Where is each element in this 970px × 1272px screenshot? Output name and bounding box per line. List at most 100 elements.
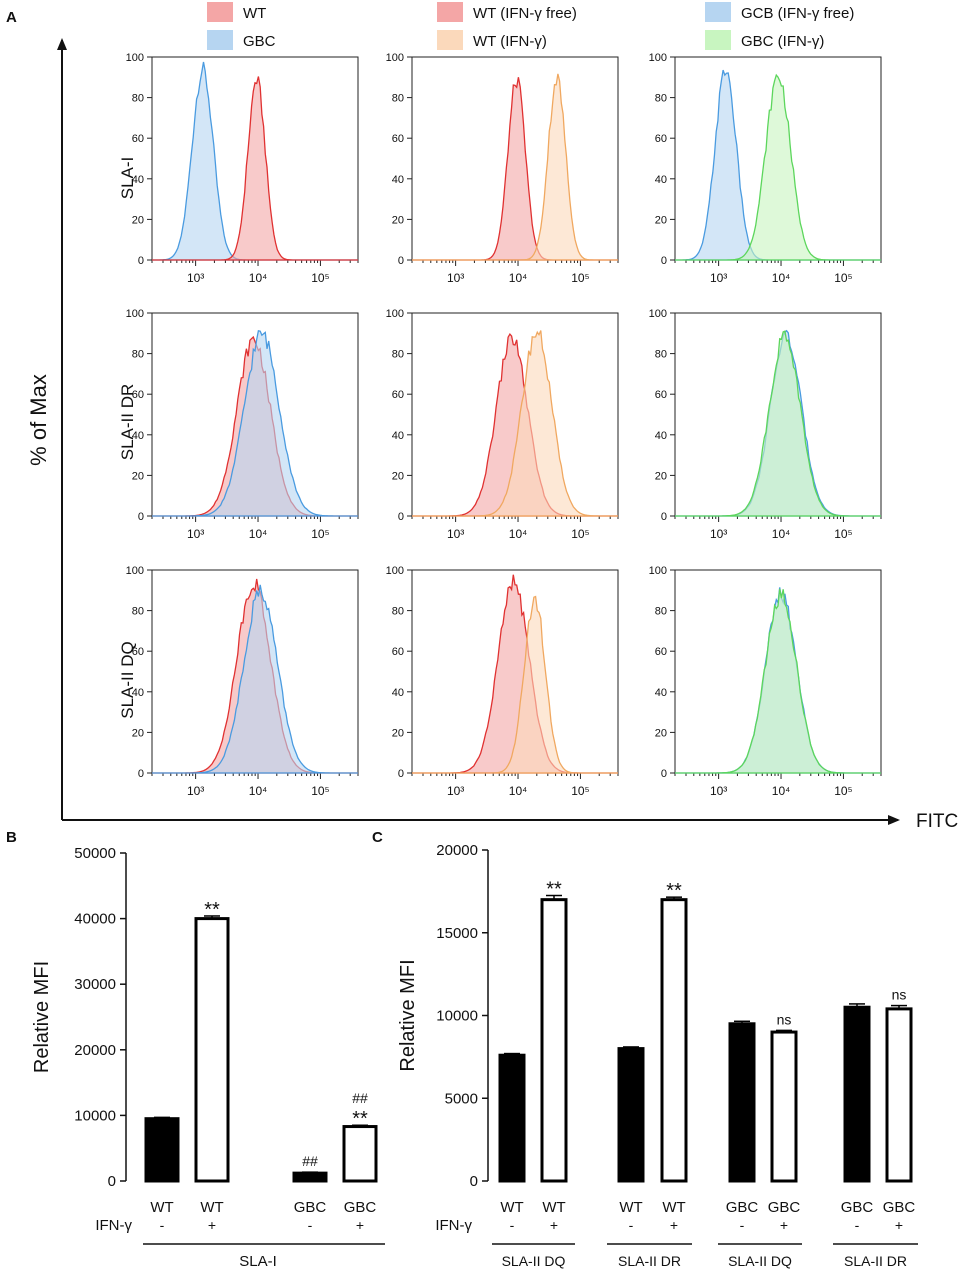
bar-ifn-label: - [855, 1217, 860, 1233]
bar-ifn-label: + [550, 1217, 558, 1233]
group-label: SLA-I [239, 1253, 277, 1270]
histogram-series-ifn [412, 330, 618, 517]
bar-ifn-label: - [740, 1217, 745, 1233]
bar-y-tick-label: 0 [108, 1173, 116, 1190]
histogram-series-ifn [412, 73, 618, 261]
bar-category-label: WT [619, 1199, 642, 1216]
x-tick-label: 10⁵ [571, 271, 589, 285]
legend-swatch-gbc-ifn [705, 30, 731, 50]
bar-category-label: WT [500, 1199, 523, 1216]
legend-swatch-wt [207, 2, 233, 22]
bar [885, 1007, 913, 1183]
y-tick-label: 100 [386, 565, 404, 577]
bar [617, 1047, 645, 1183]
bar [843, 1005, 871, 1183]
y-tick-label: 0 [398, 768, 404, 780]
significance-annotation: ** [666, 880, 682, 902]
legend-swatch-gcb-ifn-free [705, 2, 731, 22]
group-label: SLA-II DR [618, 1253, 681, 1269]
y-tick-label: 20 [132, 214, 144, 226]
significance-annotation: ** [546, 879, 562, 901]
x-tick-label: 10⁴ [772, 784, 791, 798]
y-tick-label: 40 [392, 430, 404, 442]
bar-y-tick-label: 0 [470, 1173, 478, 1190]
histogram-series-gbc [152, 584, 358, 774]
y-tick-label: 80 [132, 93, 144, 105]
y-tick-label: 80 [132, 349, 144, 361]
y-tick-label: 100 [649, 565, 667, 577]
y-tick-label: 100 [126, 565, 144, 577]
y-tick-label: 0 [398, 511, 404, 523]
x-tick-label: 10³ [187, 271, 204, 285]
histogram-panel: 0 20 40 60 80 100 10³ 10⁴ 10⁵ [386, 308, 619, 541]
histogram-series-gbc_ifn [675, 73, 881, 261]
y-tick-label: 40 [655, 430, 667, 442]
histogram-grid: 0 20 40 60 80 100 10³ 10⁴ 10⁵ 0 20 40 60 80 100 10³ 10⁴ 1… [126, 52, 882, 798]
bar-y-tick-label: 40000 [74, 911, 116, 928]
y-tick-label: 60 [132, 133, 144, 145]
bar-y-tick-label: 15000 [436, 925, 478, 942]
x-tick-label: 10⁵ [834, 271, 852, 285]
y-tick-label: 60 [655, 133, 667, 145]
y-tick-label: 100 [386, 52, 404, 64]
bar [498, 1053, 526, 1183]
significance-annotation: ## [302, 1153, 318, 1169]
y-tick-label: 40 [132, 430, 144, 442]
bar-ifn-label: - [160, 1217, 165, 1233]
y-tick-label: 20 [655, 214, 667, 226]
y-tick-label: 60 [392, 646, 404, 658]
bar-category-label: GBC [883, 1199, 916, 1216]
bar-y-tick-label: 20000 [436, 842, 478, 859]
x-tick-label: 10⁵ [571, 527, 589, 541]
significance-annotation: ns [777, 1011, 792, 1027]
x-tick-label: 10⁴ [249, 271, 268, 285]
y-tick-label: 80 [392, 606, 404, 618]
legend-label-gbc-ifn: GBC (IFN-γ) [741, 33, 824, 50]
legend-swatch-wt-ifn-free [437, 2, 463, 22]
x-tick-label: 10⁴ [509, 271, 528, 285]
y-tick-label: 20 [655, 470, 667, 482]
group-label: SLA-II DQ [728, 1253, 792, 1269]
y-tick-label: 40 [655, 174, 667, 186]
bar-ifn-label: + [895, 1217, 903, 1233]
bar [292, 1171, 328, 1183]
x-tick-label: 10⁴ [249, 784, 268, 798]
significance-annotation: ** [352, 1108, 368, 1130]
y-tick-label: 20 [392, 727, 404, 739]
y-tick-label: 0 [661, 768, 667, 780]
y-tick-label: 0 [661, 511, 667, 523]
legend-label-wt: WT [243, 5, 266, 22]
bar-y-tick-label: 20000 [74, 1042, 116, 1059]
histogram-series-gbc_ifn [675, 588, 881, 774]
legend-label-gcb-ifn-free: GCB (IFN-γ free) [741, 5, 854, 22]
histogram-series-wt [152, 76, 358, 261]
x-tick-label: 10⁴ [509, 784, 528, 798]
histogram-panel: 0 20 40 60 80 100 10³ 10⁴ 10⁵ [649, 52, 882, 285]
y-tick-label: 60 [392, 389, 404, 401]
histogram-panel: 0 20 40 60 80 100 10³ 10⁴ 10⁵ [126, 565, 359, 798]
histogram-panel: 0 20 40 60 80 100 10³ 10⁴ 10⁵ [649, 565, 882, 798]
y-tick-label: 60 [392, 133, 404, 145]
y-tick-label: 40 [132, 687, 144, 699]
y-tick-label: 100 [649, 52, 667, 64]
x-tick-label: 10⁵ [311, 271, 329, 285]
legend-swatch-gbc [207, 30, 233, 50]
bar [144, 1117, 180, 1183]
bar-ifn-label: - [510, 1217, 515, 1233]
bar-category-label: GBC [841, 1199, 874, 1216]
y-tick-label: 100 [649, 308, 667, 320]
y-tick-label: 20 [392, 214, 404, 226]
y-tick-label: 0 [138, 511, 144, 523]
bar-ifn-label: + [780, 1217, 788, 1233]
y-tick-label: 0 [398, 255, 404, 267]
y-tick-label: 20 [655, 727, 667, 739]
bar-y-tick-label: 10000 [436, 1008, 478, 1025]
y-tick-label: 80 [655, 606, 667, 618]
y-tick-label: 80 [392, 349, 404, 361]
y-tick-label: 60 [132, 646, 144, 658]
y-tick-label: 40 [392, 174, 404, 186]
histogram-panel: 0 20 40 60 80 100 10³ 10⁴ 10⁵ [386, 565, 619, 798]
bar-y-tick-label: 30000 [74, 976, 116, 993]
histogram-series-ifn [412, 595, 618, 774]
